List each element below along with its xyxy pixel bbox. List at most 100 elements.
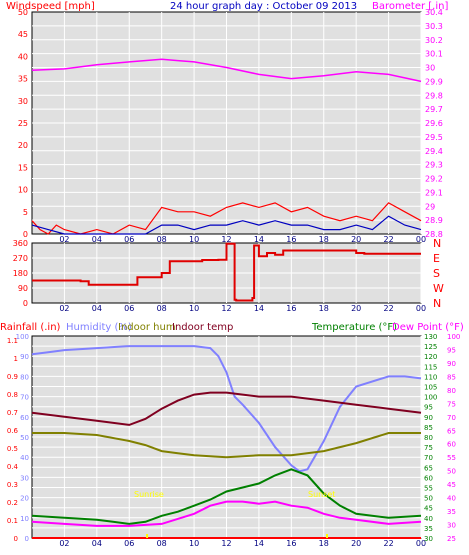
- hum-tick-label: 80: [20, 373, 29, 381]
- y-left-tick-label: 5: [23, 208, 28, 217]
- y-right-tick-label: 29: [425, 202, 435, 211]
- temp-tick-label: 115: [424, 363, 437, 371]
- dew-tick-label: 30: [447, 522, 456, 530]
- rain-tick-label: 0.3: [7, 481, 18, 489]
- y-left-tick-label: 10: [18, 186, 28, 195]
- series-layer: [31, 58, 422, 539]
- hum-tick-label: 40: [20, 454, 29, 462]
- y-right-tick-label: 29.1: [425, 188, 443, 197]
- dir-tick-label: 180: [13, 269, 28, 278]
- rain-tick-label: 0: [14, 535, 18, 543]
- grid: [32, 12, 422, 538]
- sunset-label: Sunset: [308, 490, 335, 499]
- temp-tick-label: 95: [424, 404, 433, 412]
- x-tick-label: 12: [221, 304, 231, 313]
- humidity-label: Humidity (%): [66, 322, 132, 333]
- y-right-tick-label: 30.3: [425, 22, 443, 31]
- chart-title: 24 hour graph day : October 09 2013: [170, 1, 357, 12]
- sunrise-label: Sunrise: [134, 490, 164, 499]
- rainfall-label: Rainfall (.in): [0, 322, 61, 333]
- series-line-wind_gust: [31, 202, 422, 235]
- x-tick-label: 06: [124, 235, 134, 244]
- temp-tick-label: 65: [424, 464, 433, 472]
- x-tick-label: 18: [319, 539, 329, 548]
- x-tick-label: 12: [221, 235, 231, 244]
- series-line-humidity: [31, 345, 422, 473]
- x-tick-label: 20: [351, 235, 361, 244]
- temp-tick-label: 40: [424, 515, 433, 523]
- hum-tick-label: 90: [20, 353, 29, 361]
- dir-tick-label: 90: [18, 284, 28, 293]
- y-right-tick-label: 28.9: [425, 216, 443, 225]
- temp-tick-label: 35: [424, 525, 433, 533]
- x-tick-label: 20: [351, 539, 361, 548]
- temp-tick-label: 110: [424, 373, 437, 381]
- rain-tick-label: 0.9: [7, 373, 18, 381]
- x-tick-label: 08: [157, 304, 167, 313]
- dew-tick-label: 25: [447, 535, 456, 543]
- compass-label: S: [433, 267, 440, 280]
- rain-tick-label: 0.8: [7, 391, 18, 399]
- x-tick-label: 14: [254, 235, 264, 244]
- y-right-tick-label: 29.3: [425, 161, 443, 170]
- rain-tick-label: 0.4: [7, 463, 19, 471]
- x-tick-label: 18: [319, 304, 329, 313]
- hum-tick-label: 20: [20, 495, 29, 503]
- y-right-tick-label: 30.2: [425, 36, 443, 45]
- dir-tick-label: 0: [23, 299, 28, 308]
- x-tick-label: 02: [59, 304, 69, 313]
- hum-tick-label: 100: [16, 333, 29, 341]
- y-left-tick-label: 40: [18, 52, 28, 61]
- rain-tick-label: 1: [14, 355, 18, 363]
- temp-tick-label: 130: [424, 333, 437, 341]
- rain-tick-label: 0.1: [7, 517, 18, 525]
- temp-tick-label: 100: [424, 394, 437, 402]
- x-tick-label: 22: [383, 235, 393, 244]
- y-left-tick-label: 35: [18, 75, 28, 84]
- x-tick-label: 22: [383, 539, 393, 548]
- x-tick-label: 16: [286, 539, 296, 548]
- y-left-tick-label: 0: [23, 230, 28, 239]
- dew-tick-label: 60: [447, 441, 456, 449]
- temp-tick-label: 80: [424, 434, 433, 442]
- y-right-tick-label: 29.4: [425, 147, 443, 156]
- indoor-hum-label: Indoor hum: [118, 322, 176, 333]
- y-left-tick-label: 25: [18, 119, 28, 128]
- y-left-tick-label: 45: [18, 30, 28, 39]
- temp-tick-label: 45: [424, 505, 433, 513]
- temp-tick-label: 60: [424, 474, 433, 482]
- x-tick-label: 18: [319, 235, 329, 244]
- temp-tick-label: 70: [424, 454, 433, 462]
- x-tick-label: 08: [157, 235, 167, 244]
- series-line-temperature: [31, 468, 422, 525]
- x-tick-label: 14: [254, 539, 264, 548]
- x-tick-label: 16: [286, 304, 296, 313]
- x-tick-label: 12: [221, 539, 231, 548]
- temp-tick-label: 75: [424, 444, 433, 452]
- rain-tick-label: 1.1: [7, 337, 18, 345]
- hum-tick-label: 50: [20, 434, 29, 442]
- y-right-tick-label: 30: [425, 64, 435, 73]
- y-right-tick-label: 30.4: [425, 8, 443, 17]
- x-tick-label: 00: [416, 539, 426, 548]
- x-tick-label: 22: [383, 304, 393, 313]
- hum-tick-label: 60: [20, 414, 29, 422]
- dew-tick-label: 70: [447, 414, 456, 422]
- hum-tick-label: 70: [20, 394, 29, 402]
- series-line-indoor_temp: [31, 391, 422, 426]
- dew-tick-label: 75: [447, 400, 456, 408]
- x-tick-label: 06: [124, 304, 134, 313]
- temp-tick-label: 125: [424, 343, 437, 351]
- hum-tick-label: 30: [20, 474, 29, 482]
- temp-tick-label: 85: [424, 424, 433, 432]
- x-tick-label: 00: [416, 304, 426, 313]
- windspeed-axis-title: Windspeed [mph]: [6, 1, 95, 12]
- y-right-tick-label: 29.9: [425, 77, 443, 86]
- temp-tick-label: 30: [424, 535, 433, 543]
- rain-tick-label: 0.7: [7, 409, 18, 417]
- dewpoint-label: Dew Point (°F): [392, 322, 464, 333]
- temperature-label: Temperature (°F): [311, 322, 397, 333]
- compass-label: E: [433, 252, 440, 265]
- y-right-tick-label: 29.6: [425, 119, 443, 128]
